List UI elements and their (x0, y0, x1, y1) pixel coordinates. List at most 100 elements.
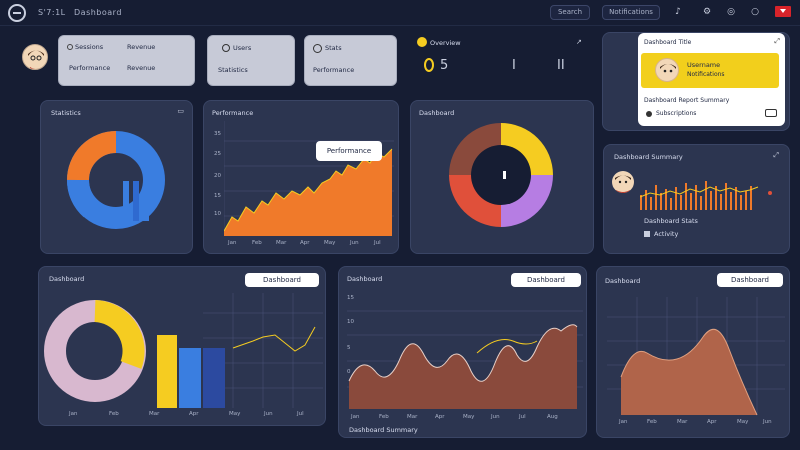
stat-card-sessions-label-c: Revenue (127, 64, 156, 72)
activity-card-expand-icon[interactable]: ⤢ (773, 151, 779, 159)
profile-close-icon[interactable]: ⤢ (774, 37, 780, 45)
area-series-fill (224, 149, 392, 236)
bottom-mid-x-tick-5: May (463, 414, 475, 420)
bottom-left-card: Dashboard Dashboard Jan Feb Mar Apr May … (38, 266, 326, 426)
bottom-right-line (620, 328, 758, 416)
bottom-right-x-tick-5: May (737, 419, 749, 425)
bottom-mid-y-tick-3: 5 (347, 345, 351, 351)
bottom-mid-x-tick-1: Jan (351, 414, 360, 420)
overview-expand-icon[interactable]: ↗ (576, 38, 582, 46)
activity-bars (640, 181, 752, 210)
notifications-button-label: Notifications (609, 8, 653, 16)
area-card-title: Performance (212, 109, 254, 117)
bottom-right-x-tick-6: Jun (763, 419, 772, 425)
area-x-tick-4: Apr (300, 240, 310, 246)
stat-card-stats-title: Stats (325, 44, 342, 52)
profile-card[interactable]: Dashboard Title ⤢ Username Notifications… (638, 33, 785, 126)
bottom-left-x-tick-5: May (229, 411, 241, 417)
area-chart (224, 121, 394, 236)
bottom-right-card-button-label: Dashboard (731, 276, 769, 284)
bottom-right-area (621, 329, 757, 415)
profile-name: Username (687, 61, 721, 69)
activity-card-title: Dashboard Summary (614, 153, 683, 161)
bottom-right-card-button[interactable]: Dashboard (717, 273, 783, 287)
overview-mark-1: 5 (440, 58, 449, 73)
ring-slice-brown (449, 123, 501, 175)
bottom-left-chart (44, 293, 323, 408)
overview-title: Overview (430, 39, 461, 47)
donut-slice-blue-2 (67, 179, 99, 218)
stat-card-sessions-title: Sessions (75, 43, 104, 51)
bottom-left-card-title: Dashboard (49, 275, 85, 283)
flag-icon[interactable] (775, 6, 791, 17)
profile-mail-icon[interactable] (765, 109, 777, 117)
user-icon[interactable]: ○ (751, 7, 759, 17)
activity-avatar (612, 171, 634, 193)
area-x-tick-5: May (324, 240, 336, 246)
bottom-mid-card-footer: Dashboard Summary (349, 426, 418, 434)
ring-card: Dashboard (410, 100, 594, 254)
ring-center-marker (503, 171, 506, 179)
user-avatar[interactable] (22, 44, 48, 70)
notifications-button[interactable]: Notifications (602, 5, 660, 20)
overview-mark-2: I (512, 58, 516, 73)
profile-footer-2: Subscriptions (656, 110, 697, 117)
bottom-mid-y-tick-4: 0 (347, 369, 351, 375)
bottom-left-bar-1 (157, 335, 177, 408)
bottom-left-x-tick-4: Apr (189, 411, 199, 417)
bottom-left-x-tick-7: Jul (297, 411, 304, 417)
ring-hole (471, 145, 531, 205)
search-button[interactable]: Search (550, 5, 590, 20)
bottom-left-ring-yellow (93, 300, 145, 369)
bottom-left-card-button[interactable]: Dashboard (245, 273, 319, 287)
donut-card: Statistics ▭ (40, 100, 193, 254)
bottom-right-chart (607, 297, 785, 416)
page-title: Dashboard (74, 8, 122, 17)
bottom-mid-x-tick-6: Jun (491, 414, 500, 420)
area-x-tick-1: Jan (228, 240, 237, 246)
profile-footer: Dashboard Report Summary (644, 97, 730, 104)
bottom-mid-x-tick-3: Mar (407, 414, 418, 420)
stat-card-sessions-label-a: Revenue (127, 43, 156, 51)
activity-endpoint-marker (768, 191, 772, 195)
avatar-face-icon (28, 50, 44, 69)
donut-card-menu-icon[interactable]: ▭ (177, 107, 184, 115)
area-tooltip: Performance (316, 141, 382, 161)
profile-footer-icon (646, 111, 652, 117)
bottom-left-bar-2 (179, 348, 201, 408)
bottom-mid-chart (347, 310, 583, 409)
overview-mark-3: II (557, 58, 565, 73)
donut-card-title: Statistics (51, 109, 81, 117)
bottom-mid-y-tick-1: 15 (347, 295, 354, 301)
stat-card-sessions[interactable]: Sessions Revenue Performance Revenue (58, 35, 195, 86)
area-card: Performance 35 25 20 15 10 Performance J… (203, 100, 399, 254)
bottom-right-card: Dashboard Dashboard Jan Feb Mar Apr May … (596, 266, 790, 438)
profile-avatar (655, 58, 679, 82)
area-y-tick-4: 15 (214, 193, 221, 199)
bottom-mid-card-button-label: Dashboard (527, 276, 565, 284)
help-icon[interactable]: ◎ (727, 7, 735, 17)
area-x-tick-7: Jul (374, 240, 381, 246)
bottom-mid-card-button[interactable]: Dashboard (511, 273, 581, 287)
activity-card: Dashboard Summary ⤢ Dashboard Stats Acti… (603, 144, 790, 254)
area-y-tick-2: 25 (214, 151, 221, 157)
brand-label: S'7:1L (38, 8, 66, 17)
stat-card-stats[interactable]: Stats Performance (304, 35, 397, 86)
bottom-left-x-tick-2: Feb (109, 411, 119, 417)
bottom-left-bar-3 (203, 348, 225, 408)
bottom-left-card-button-label: Dashboard (263, 276, 301, 284)
search-button-label: Search (557, 8, 583, 16)
settings-icon[interactable]: ⚙ (702, 7, 712, 17)
bottom-left-x-tick-3: Mar (149, 411, 160, 417)
app-logo-icon[interactable] (8, 4, 26, 22)
bottom-left-x-tick-6: Jun (264, 411, 273, 417)
ring-slice-red (449, 175, 501, 227)
bell-icon[interactable]: ♪ (675, 7, 681, 17)
bottom-left-line (232, 326, 316, 352)
stat-card-users[interactable]: Users Statistics (207, 35, 295, 86)
bottom-mid-x-tick-2: Feb (379, 414, 389, 420)
bottom-right-x-tick-1: Jan (619, 419, 628, 425)
donut-slice-orange (67, 131, 117, 181)
donut-bar-3 (143, 173, 149, 221)
area-x-tick-2: Feb (252, 240, 262, 246)
